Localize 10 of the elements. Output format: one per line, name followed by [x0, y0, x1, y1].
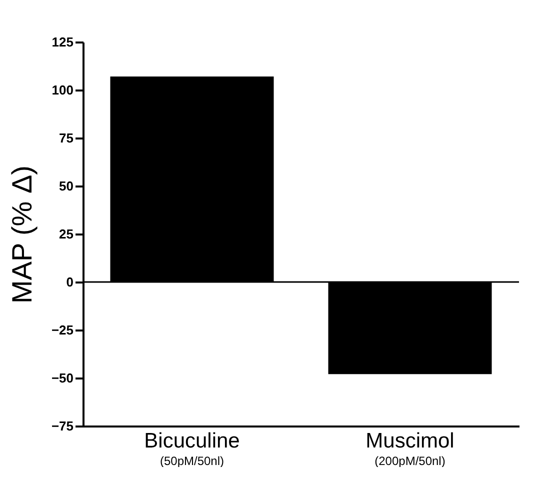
y-tick-label: 25: [59, 226, 74, 242]
y-tick-label: 50: [59, 178, 74, 194]
y-tick-label: 75: [59, 130, 74, 146]
y-tick-label: −50: [51, 370, 74, 386]
y-tick-label: 100: [52, 82, 74, 98]
y-tick-label: −75: [51, 418, 74, 434]
y-tick-label: 0: [66, 274, 74, 290]
y-axis-title: MAP (% Δ): [6, 166, 38, 304]
y-tick-label: −25: [51, 322, 74, 338]
y-tick-label: 125: [52, 34, 74, 50]
